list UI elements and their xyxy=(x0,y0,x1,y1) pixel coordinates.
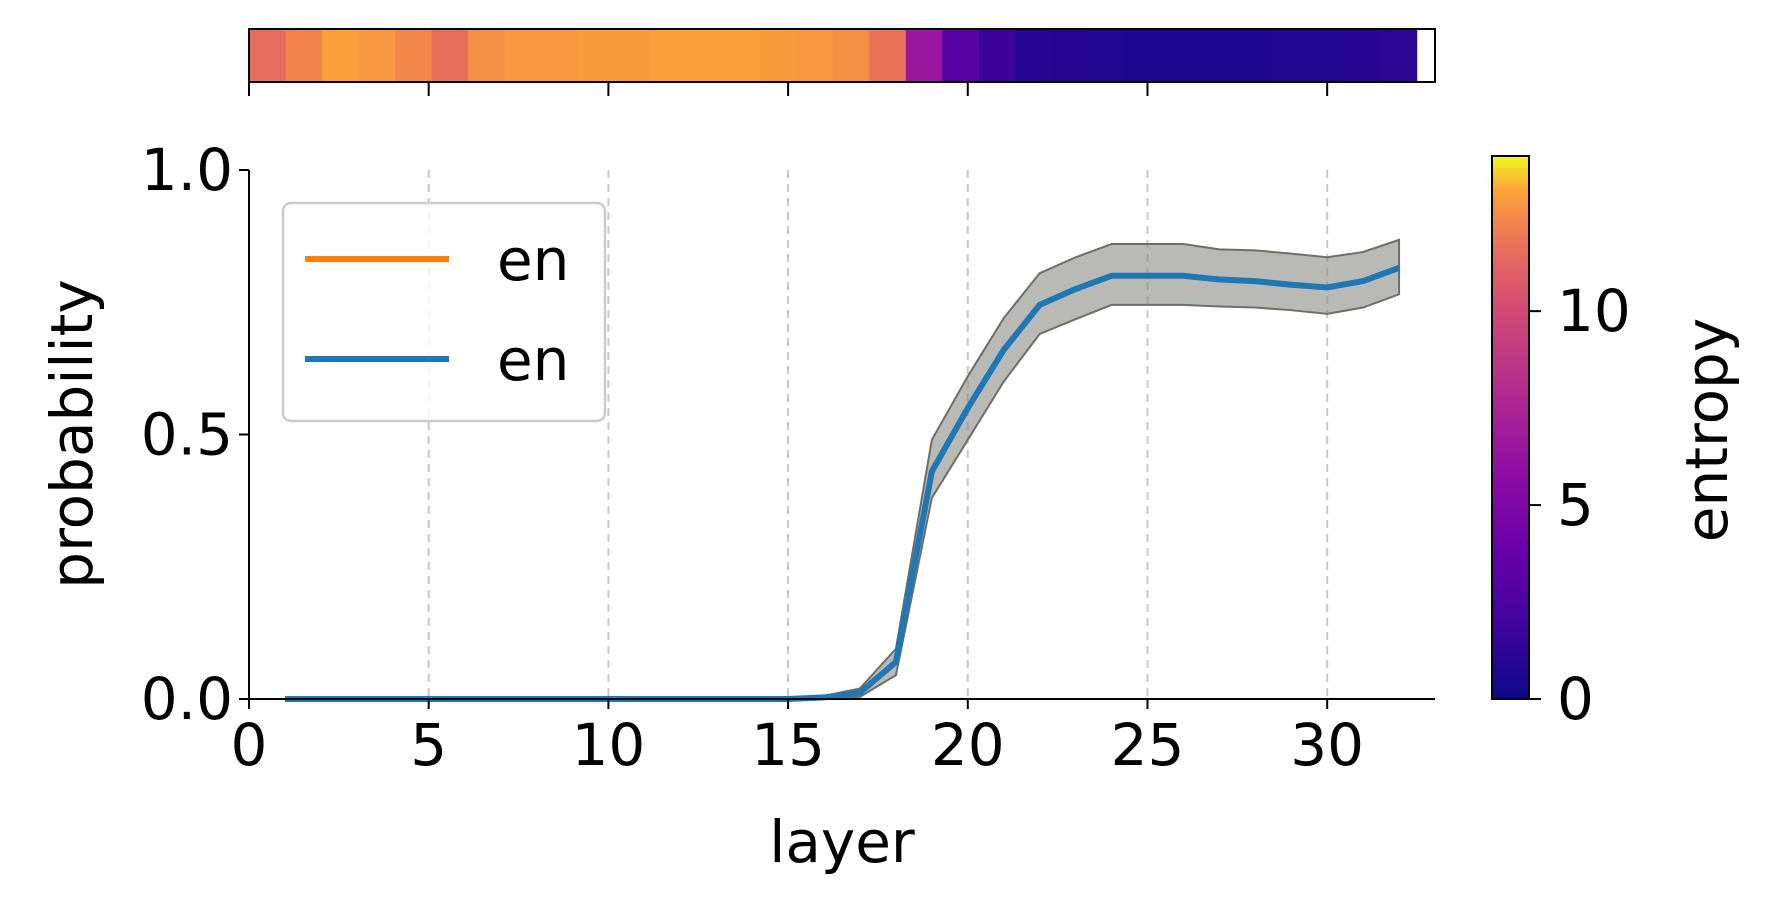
entropy-cell-10 xyxy=(577,29,615,82)
x-tick-label-30: 30 xyxy=(1290,711,1364,779)
entropy-cell-31 xyxy=(1343,29,1381,82)
entropy-cell-15 xyxy=(759,29,797,82)
entropy-cell-6 xyxy=(431,29,469,82)
x-tick-label-25: 25 xyxy=(1111,711,1185,779)
legend: en en xyxy=(281,201,607,423)
plot-area: 0 5 10 15 20 25 30 0.0 0.5 1.0 layer probability… xyxy=(38,136,1435,876)
entropy-cell-1 xyxy=(249,29,286,82)
x-tick-label-15: 15 xyxy=(751,711,825,779)
legend-label-1: en xyxy=(497,226,569,294)
entropy-cell-14 xyxy=(723,29,761,82)
entropy-cell-21 xyxy=(978,29,1016,82)
entropy-cell-16 xyxy=(796,29,834,82)
x-tick-label-0: 0 xyxy=(231,711,268,779)
colorbar-tick-label-10: 10 xyxy=(1557,277,1631,345)
entropy-cell-12 xyxy=(650,29,688,82)
colorbar: 0 5 10 entropy xyxy=(1491,155,1741,733)
entropy-cell-7 xyxy=(467,29,505,82)
entropy-cell-23 xyxy=(1051,29,1089,82)
entropy-cell-30 xyxy=(1307,29,1345,82)
x-tick-label-10: 10 xyxy=(571,711,645,779)
colorbar-gradient xyxy=(1491,155,1530,700)
entropy-cell-9 xyxy=(540,29,578,82)
entropy-strip xyxy=(248,28,1436,96)
colorbar-tick-label-0: 0 xyxy=(1557,665,1594,733)
entropy-cell-29 xyxy=(1270,29,1308,82)
entropy-cell-4 xyxy=(358,29,396,82)
entropy-cell-20 xyxy=(942,29,980,82)
colorbar-label: entropy xyxy=(1673,318,1741,542)
y-tick-label-0: 0.0 xyxy=(141,665,233,733)
entropy-cell-26 xyxy=(1161,29,1199,82)
y-axis-label: probability xyxy=(38,279,106,588)
entropy-cell-19 xyxy=(905,29,943,82)
x-tick-label-5: 5 xyxy=(410,711,447,779)
x-axis-label: layer xyxy=(769,808,915,876)
entropy-cell-28 xyxy=(1234,29,1272,82)
entropy-cell-11 xyxy=(613,29,651,82)
entropy-cell-5 xyxy=(394,29,432,82)
colorbar-tick-label-5: 5 xyxy=(1557,471,1594,539)
entropy-cell-8 xyxy=(504,29,542,82)
entropy-cell-22 xyxy=(1015,29,1053,82)
entropy-strip-ticks xyxy=(248,82,1329,96)
legend-label-2: en xyxy=(497,326,569,394)
entropy-cell-32 xyxy=(1380,29,1418,82)
entropy-cell-27 xyxy=(1197,29,1235,82)
colorbar-ticks: 0 5 10 xyxy=(1529,277,1631,733)
y-tick-label-0.5: 0.5 xyxy=(141,401,233,469)
x-tick-label-20: 20 xyxy=(931,711,1005,779)
entropy-cell-25 xyxy=(1124,29,1162,82)
entropy-strip-cells xyxy=(249,29,1418,82)
entropy-cell-3 xyxy=(321,29,359,82)
entropy-cell-17 xyxy=(832,29,870,82)
entropy-strip-frame xyxy=(248,28,1436,83)
y-tick-label-1: 1.0 xyxy=(141,136,233,204)
entropy-cell-2 xyxy=(285,29,323,82)
y-ticks: 0.0 0.5 1.0 xyxy=(141,136,249,733)
entropy-cell-24 xyxy=(1088,29,1126,82)
entropy-cell-13 xyxy=(686,29,724,82)
x-ticks: 0 5 10 15 20 25 30 xyxy=(231,699,1364,779)
entropy-cell-18 xyxy=(869,29,907,82)
